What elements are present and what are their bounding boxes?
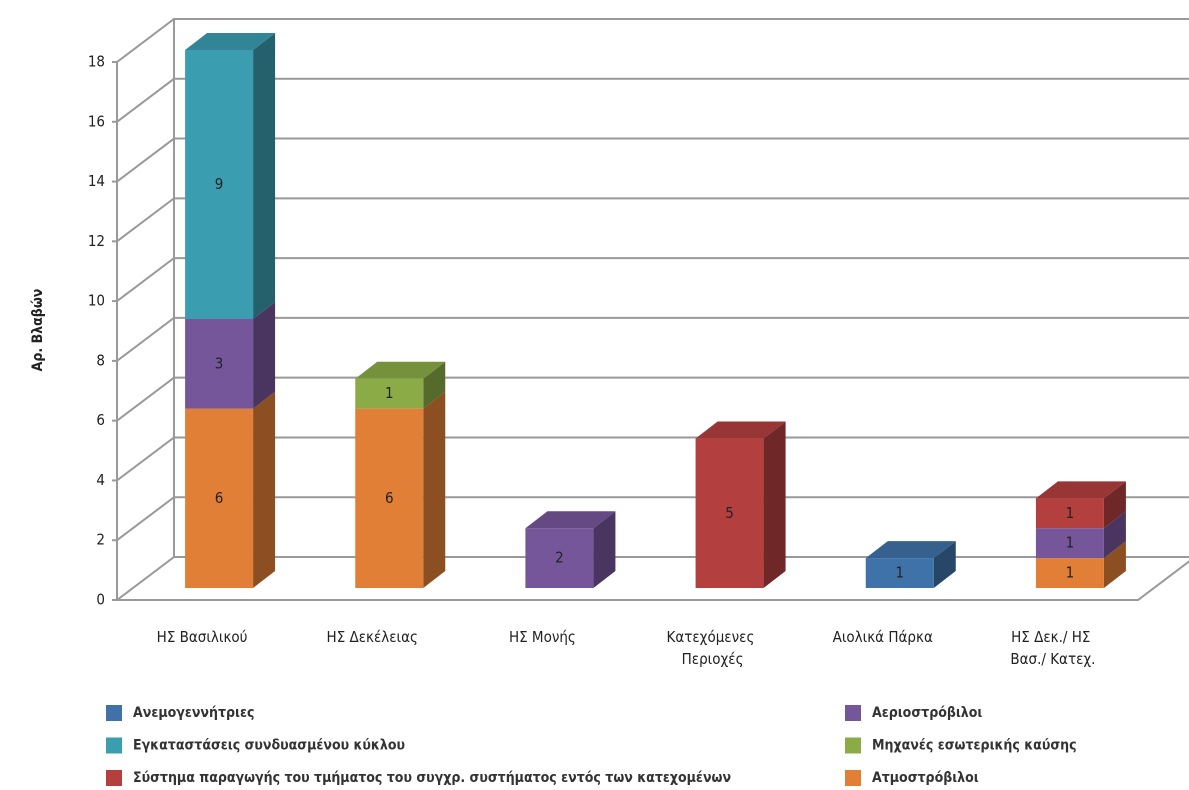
bar-side <box>423 391 446 588</box>
x-tick-label: Αιολικά Πάρκα <box>833 628 933 646</box>
legend-label: Αεριοστρόβιλοι <box>872 705 982 721</box>
grid-line <box>116 257 1189 302</box>
x-tick-label: ΗΣ Δεκέλειας <box>327 628 418 646</box>
y-tick-label: 4 <box>96 471 105 489</box>
y-tick-label: 18 <box>88 53 105 71</box>
data-label: 1 <box>1066 564 1075 582</box>
bar-side <box>933 541 956 588</box>
bar <box>1035 528 1104 559</box>
y-tick-label: 0 <box>96 591 105 609</box>
grid-line <box>116 137 1189 183</box>
legend-label: Ανεμογεννήτριες <box>133 705 254 721</box>
bar-top <box>865 541 956 559</box>
floor <box>117 560 1189 601</box>
bar-side <box>253 33 276 319</box>
bar <box>185 50 254 319</box>
x-tick-line: ΗΣ Δεκ./ ΗΣ <box>1011 628 1095 646</box>
legend-label: Μηχανές εσωτερικής καύσης <box>872 738 1077 754</box>
data-label: 1 <box>1066 534 1075 552</box>
data-label: 1 <box>1066 504 1075 522</box>
x-tick-line: Αιολικά Πάρκα <box>833 628 933 646</box>
grid-line <box>116 376 1189 422</box>
bar <box>1035 498 1104 529</box>
bar-side <box>1103 541 1126 588</box>
y-tick-label: 8 <box>96 351 105 369</box>
bar <box>355 378 424 409</box>
x-tick-line: ΗΣ Δεκέλειας <box>327 628 418 646</box>
bar-side <box>763 421 786 588</box>
x-tick-label: ΗΣ Μονής <box>509 628 576 646</box>
grid-line <box>116 496 1189 542</box>
bar <box>355 408 424 588</box>
y-tick-label: 6 <box>96 411 105 429</box>
bar-top <box>695 421 786 439</box>
x-tick-line: Κατεχόμενες <box>667 628 759 646</box>
grid-line <box>116 197 1189 243</box>
y-axis-label: Αρ. Βλαβών <box>30 289 46 372</box>
data-label: 5 <box>725 504 734 522</box>
bar-side <box>593 511 616 588</box>
y-tick-label: 16 <box>88 112 105 130</box>
x-tick-line: ΗΣ Μονής <box>509 628 576 646</box>
legend-swatch <box>845 770 861 786</box>
legend-label: Εγκαταστάσεις συνδυασμένου κύκλου <box>133 738 405 754</box>
data-label: 9 <box>215 175 224 193</box>
data-label: 1 <box>385 384 394 402</box>
bar <box>185 408 254 588</box>
bar-side <box>1103 481 1126 529</box>
y-tick-label: 2 <box>96 531 105 549</box>
legend-swatch <box>106 770 122 786</box>
bar-side <box>1103 511 1126 559</box>
data-label: 2 <box>555 549 564 567</box>
y-tick-label: 14 <box>88 172 105 190</box>
bar <box>865 558 934 588</box>
bar <box>185 319 254 409</box>
grid-line <box>116 316 1189 362</box>
x-tick-line: Βασ./ Κατεχ. <box>1010 650 1095 668</box>
bar-top <box>355 361 446 379</box>
bar-top <box>525 511 616 529</box>
y-tick-label: 10 <box>88 292 105 310</box>
legend-swatch <box>106 737 122 754</box>
grid-line <box>116 556 1189 601</box>
bar-side <box>253 391 276 588</box>
data-label: 3 <box>215 354 224 372</box>
bar-side <box>253 302 276 409</box>
bar-top <box>1035 481 1126 499</box>
legend-swatch <box>845 705 861 721</box>
x-tick-label: Κατεχόμενες Περιοχές <box>667 628 759 668</box>
x-tick-label: ΗΣ Βασιλικού <box>157 628 248 646</box>
legend-swatch <box>106 705 122 721</box>
data-label: 6 <box>385 489 394 507</box>
data-label: 1 <box>895 564 904 582</box>
bar-top <box>185 33 276 50</box>
bar <box>525 528 594 588</box>
data-label: 6 <box>215 489 224 507</box>
grid-line <box>116 77 1189 123</box>
y-tick-label: 12 <box>88 232 105 250</box>
bar <box>1035 558 1104 588</box>
grid-line <box>116 436 1189 482</box>
x-tick-label: ΗΣ Δεκ./ ΗΣ Βασ./ Κατεχ. <box>1010 628 1095 668</box>
legend-label: Σύστημα παραγωγής του τμήματος του συγχρ… <box>133 770 731 786</box>
x-tick-line: ΗΣ Βασιλικού <box>157 628 248 646</box>
legend-swatch <box>845 737 861 754</box>
legend-label: Ατμοστρόβιλοι <box>872 770 979 786</box>
bar <box>695 438 764 588</box>
bar-side <box>423 361 446 409</box>
grid-line <box>116 18 1189 63</box>
x-tick-line: Περιοχές <box>682 650 744 668</box>
